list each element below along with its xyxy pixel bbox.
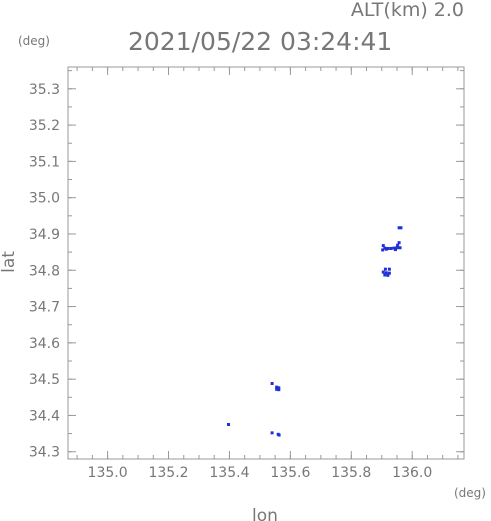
data-point [395, 246, 399, 250]
data-point [398, 246, 402, 250]
data-point [392, 246, 396, 250]
y-unit-label: (deg) [18, 34, 50, 48]
data-point [383, 273, 387, 277]
y-tick-label: 34.5 [29, 372, 60, 388]
y-tick-label: 34.8 [29, 263, 60, 279]
y-tick-label: 34.7 [29, 300, 60, 316]
y-tick-label: 35.1 [29, 154, 60, 170]
timestamp-title: 2021/05/22 03:24:41 [128, 27, 392, 56]
y-tick-label: 34.9 [29, 227, 60, 243]
y-tick-label: 35.2 [29, 118, 60, 134]
data-point [386, 246, 390, 250]
data-point [396, 243, 400, 247]
x-tick-label: 135.6 [270, 465, 310, 481]
data-point [384, 271, 388, 275]
x-tick-label: 135.4 [209, 465, 249, 481]
data-point [277, 433, 281, 437]
y-tick-label: 34.3 [29, 445, 60, 461]
data-point [397, 241, 401, 245]
data-point [270, 431, 274, 435]
data-point [227, 423, 231, 427]
data-point [277, 388, 281, 392]
y-axis-label: lat [0, 251, 19, 273]
y-tick-label: 35.3 [29, 82, 60, 98]
data-point [381, 248, 385, 252]
data-point [397, 226, 401, 230]
data-point [386, 273, 390, 277]
x-axis-label: lon [252, 506, 278, 521]
x-unit-label: (deg) [454, 486, 486, 500]
data-point [387, 267, 391, 271]
x-tick-label: 135.0 [88, 465, 128, 481]
data-point [381, 270, 385, 274]
data-point [277, 386, 281, 390]
data-point [387, 271, 391, 275]
data-point [393, 248, 397, 252]
y-tick-label: 35.0 [29, 191, 60, 207]
x-tick-label: 135.8 [331, 465, 371, 481]
x-tick-label: 135.2 [148, 465, 188, 481]
altitude-label: ALT(km) 2.0 [351, 0, 464, 21]
data-point [399, 226, 403, 230]
y-tick-label: 34.4 [29, 408, 60, 424]
data-point [383, 267, 387, 271]
data-point [384, 247, 388, 251]
plot-frame [67, 66, 465, 460]
x-tick-label: 136.0 [392, 465, 432, 481]
data-point [275, 387, 279, 391]
data-point [381, 244, 385, 248]
data-point [270, 382, 274, 386]
data-point [383, 246, 387, 250]
data-point [389, 246, 393, 250]
y-tick-label: 34.6 [29, 336, 60, 352]
data-point [275, 385, 279, 389]
